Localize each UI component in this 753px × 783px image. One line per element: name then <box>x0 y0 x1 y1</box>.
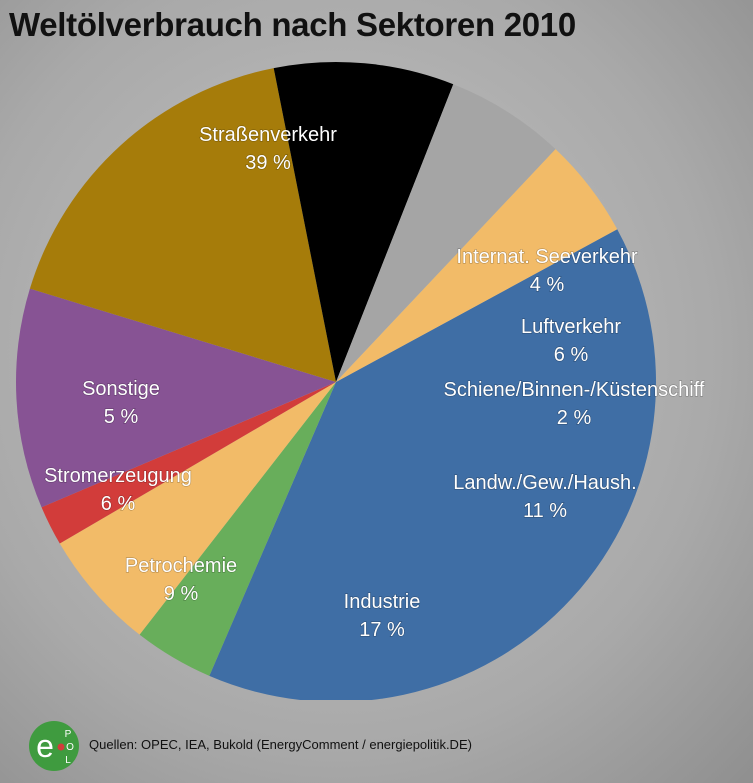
pie-chart: Straßenverkehr 39 % Internat. Seeverkehr 4 … <box>16 61 705 700</box>
pie-slice <box>336 84 556 383</box>
slice-label: Luftverkehr <box>521 316 621 338</box>
slice-value-label: 5 % <box>104 406 139 428</box>
slice-value-label: 4 % <box>530 274 565 296</box>
pie-slice <box>59 382 336 635</box>
logo-e: e <box>36 728 54 764</box>
slice-value-label: 6 % <box>554 344 589 366</box>
energiepolitik-logo: e P O L <box>29 721 79 771</box>
slice-value-label: 17 % <box>359 619 405 641</box>
pie-slice <box>336 149 618 382</box>
slice-label: Sonstige <box>82 378 160 400</box>
slice-label: Petrochemie <box>125 555 237 577</box>
slice-label: Industrie <box>344 591 421 613</box>
pie-slice <box>139 382 336 676</box>
source-note: Quellen: OPEC, IEA, Bukold (EnergyCommen… <box>89 737 472 752</box>
slice-label: Landw./Gew./Haush. <box>453 472 636 494</box>
logo-circle <box>29 721 79 771</box>
logo-letter-p: P <box>65 729 72 740</box>
pie-slice <box>273 61 454 382</box>
pie-slice <box>209 229 656 700</box>
pie-slice <box>41 382 336 544</box>
pie-slice <box>16 288 337 508</box>
slice-value-label: 39 % <box>245 152 291 174</box>
slice-value-label: 2 % <box>557 407 592 429</box>
logo-dot <box>57 743 65 751</box>
slice-label: Straßenverkehr <box>199 124 337 146</box>
slice-value-label: 11 % <box>523 500 567 522</box>
slice-value-label: 9 % <box>164 583 199 605</box>
chart-title: Weltölverbrauch nach Sektoren 2010 <box>9 6 576 43</box>
slice-label: Internat. Seeverkehr <box>456 246 638 268</box>
footer: e P O L Quellen: OPEC, IEA, Bukold (Ener… <box>24 718 724 778</box>
logo-letter-o: O <box>66 742 74 753</box>
pie-slice <box>29 68 336 383</box>
slice-label: Stromerzeugung <box>44 465 192 487</box>
slice-value-label: 6 % <box>101 493 136 515</box>
slice-label: Schiene/Binnen-/Küstenschiff <box>444 379 705 401</box>
logo-letter-l: L <box>65 755 71 766</box>
